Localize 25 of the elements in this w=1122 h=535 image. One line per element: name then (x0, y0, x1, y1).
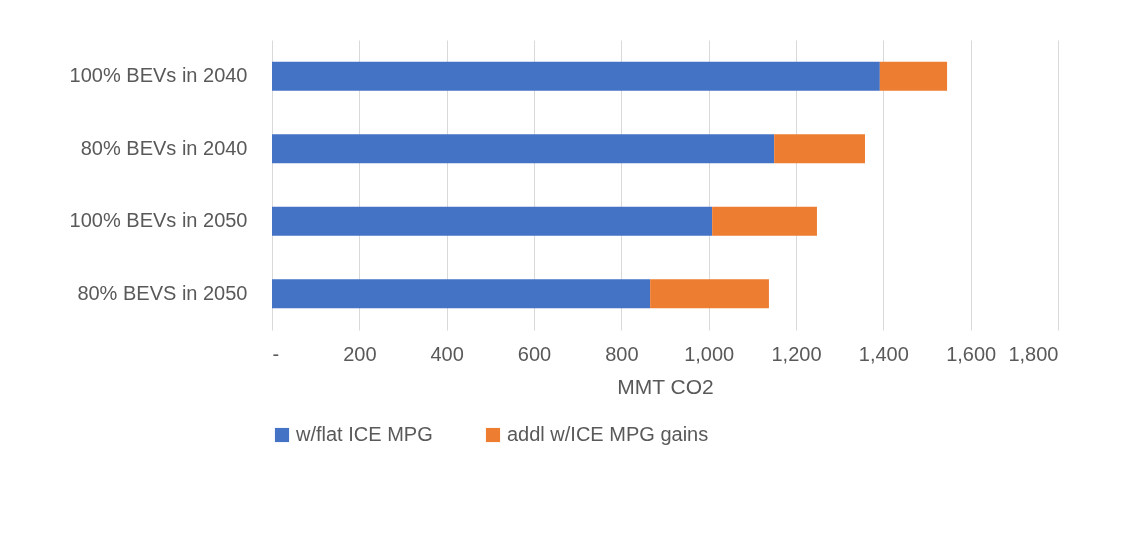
bar (272, 61, 880, 91)
x-tick-label: 1,800 (1008, 342, 1059, 365)
bar (272, 134, 775, 164)
x-tick-label: 1,600 (946, 342, 997, 365)
bar (272, 206, 713, 236)
x-tick-label: 1,000 (684, 342, 735, 365)
y-tick-label: 100% BEVs in 2050 (69, 209, 248, 232)
y-tick-label: 100% BEVs in 2040 (69, 64, 248, 87)
x-tick-label: 800 (605, 342, 639, 365)
bar (650, 279, 769, 309)
bar (272, 279, 651, 309)
bar (712, 206, 817, 236)
legend-label: w/flat ICE MPG (295, 423, 433, 445)
bar (879, 61, 948, 91)
legend-label: addl w/ICE MPG gains (507, 423, 709, 445)
y-tick-label: 80% BEVS in 2050 (77, 281, 248, 304)
x-tick-label: - (272, 342, 280, 365)
x-tick-label: 1,400 (858, 342, 909, 365)
y-tick-label: 80% BEVs in 2040 (80, 136, 248, 159)
x-tick-label: 400 (430, 342, 464, 365)
x-tick-label: 600 (517, 342, 552, 365)
x-tick-label: 1,200 (771, 342, 822, 365)
x-tick-label: 200 (343, 342, 377, 365)
x-axis-title: MMT CO2 (617, 374, 714, 398)
bar (774, 134, 865, 164)
